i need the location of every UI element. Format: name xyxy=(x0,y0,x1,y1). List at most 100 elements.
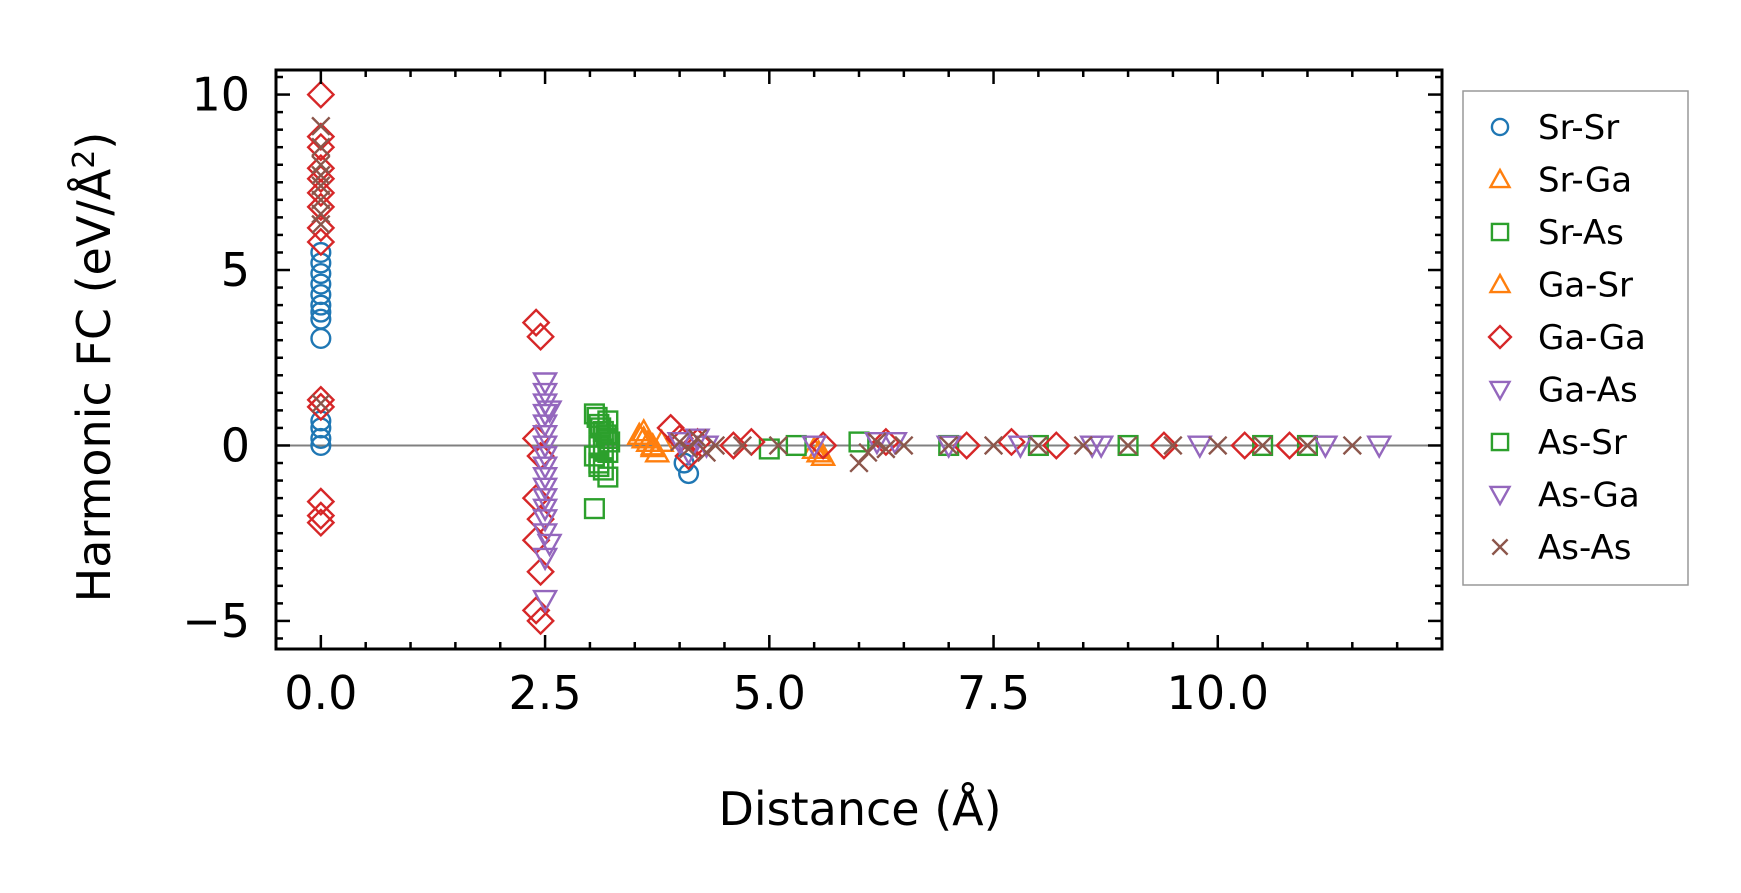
data-point-as-as xyxy=(1297,435,1318,456)
legend-label: Ga-Ga xyxy=(1538,318,1646,358)
data-point-ga-ga xyxy=(521,308,551,338)
data-point-sr-as xyxy=(785,434,807,457)
data-point-ga-ga xyxy=(306,501,336,531)
legend: Sr-Sr Sr-Ga Sr-As Ga-Sr Ga-Ga Ga-As As-Sr As-Ga… xyxy=(1462,90,1689,586)
data-point-sr-as xyxy=(1296,434,1319,457)
data-point-sr-sr xyxy=(310,294,332,316)
legend-label: Sr-Ga xyxy=(1538,161,1632,201)
plot-area xyxy=(274,68,1444,651)
legend-item: Ga-Ga xyxy=(1487,318,1646,358)
y-axis-title-superscript: 2 xyxy=(67,150,102,169)
data-point-sr-sr xyxy=(310,301,332,323)
data-point-ga-ga xyxy=(1041,431,1071,460)
data-point-as-ga xyxy=(536,533,563,558)
data-point-as-as xyxy=(1342,435,1362,456)
data-point-sr-as xyxy=(1117,434,1139,457)
data-point-ga-ga xyxy=(306,227,336,257)
data-point-ga-ga xyxy=(306,213,336,243)
legend-marker xyxy=(1487,324,1513,350)
x-tick-label: 5.0 xyxy=(733,666,806,720)
data-point-ga-as xyxy=(684,428,711,452)
data-point-ga-as xyxy=(1186,435,1213,459)
data-point-sr-as xyxy=(1252,434,1274,457)
data-point-ga-ga xyxy=(521,596,551,625)
y-ticks: −5 0 5 10 xyxy=(182,68,1442,648)
data-point-sr-sr xyxy=(310,327,332,349)
data-point-as-sr xyxy=(588,455,610,478)
data-point-ga-ga xyxy=(719,431,748,460)
legend-item: Ga-As xyxy=(1488,371,1638,411)
series-as-as xyxy=(311,116,1362,473)
data-point-ga-as xyxy=(935,435,962,459)
data-point-as-as xyxy=(311,137,331,157)
data-point-ga-sr xyxy=(630,417,657,442)
data-point-as-as xyxy=(1118,435,1138,456)
legend-marker xyxy=(1488,485,1512,507)
x-tick-label: 2.5 xyxy=(508,666,581,720)
legend-marker xyxy=(1488,167,1512,189)
data-point-sr-ga xyxy=(630,424,657,449)
y-axis-title: Harmonic FC (eV/Å2) xyxy=(67,132,121,603)
data-point-ga-ga xyxy=(526,557,555,587)
series-ga-as xyxy=(532,372,1393,614)
series-as-ga xyxy=(536,400,1339,558)
data-point-ga-ga xyxy=(526,606,555,636)
data-point-ga-ga xyxy=(526,322,555,352)
data-point-as-as xyxy=(894,435,914,456)
data-point-ga-as xyxy=(1007,435,1034,459)
data-point-ga-ga xyxy=(306,392,336,422)
data-point-sr-as xyxy=(848,431,870,453)
legend-label: Sr-Sr xyxy=(1538,108,1619,148)
data-point-ga-ga xyxy=(808,431,838,460)
data-point-ga-ga xyxy=(1230,431,1260,460)
legend-label: Ga-Sr xyxy=(1538,266,1633,306)
data-point-ga-ga xyxy=(306,132,336,162)
data-point-ga-ga xyxy=(306,192,336,222)
x-axis-title: Distance (Å) xyxy=(718,782,1001,836)
series-ga-ga xyxy=(306,80,1304,636)
data-point-sr-as xyxy=(758,438,780,460)
x-tick-label: 7.5 xyxy=(957,666,1030,720)
data-point-sr-sr xyxy=(310,434,332,457)
series-ga-sr xyxy=(630,417,666,456)
data-point-as-sr xyxy=(597,410,619,432)
data-point-as-as xyxy=(311,214,331,235)
legend-item: As-Sr xyxy=(1490,423,1627,463)
data-point-as-as xyxy=(1073,435,1093,456)
data-point-as-as xyxy=(867,432,887,452)
legend-marker xyxy=(1491,538,1509,556)
x-ticks: 0.0 2.5 5.0 7.5 10.0 xyxy=(274,70,1444,720)
legend-label: As-Sr xyxy=(1538,423,1627,463)
data-point-as-as xyxy=(939,435,959,456)
data-point-as-as xyxy=(768,435,788,456)
data-point-as-as xyxy=(1163,435,1183,456)
data-point-as-as xyxy=(732,435,753,456)
legend-marker xyxy=(1490,117,1510,137)
y-tick-label: 10 xyxy=(191,68,250,122)
legend-marker xyxy=(1488,380,1512,402)
data-point-as-as xyxy=(705,435,726,456)
legend-label: Sr-As xyxy=(1538,213,1624,253)
x-tick-label: 0.0 xyxy=(284,666,357,720)
legend-item: Sr-As xyxy=(1490,213,1624,253)
data-point-ga-ga xyxy=(306,385,336,415)
legend-label: As-As xyxy=(1538,528,1631,568)
legend-item: As-Ga xyxy=(1488,476,1640,516)
data-point-as-ga xyxy=(536,400,563,424)
legend-marker xyxy=(1490,222,1510,242)
data-point-as-as xyxy=(311,190,331,210)
data-point-ga-ga xyxy=(306,178,336,208)
data-point-as-ga xyxy=(1312,435,1339,459)
y-tick-label: −5 xyxy=(182,594,250,648)
data-point-ga-ga xyxy=(306,122,336,152)
data-point-as-as xyxy=(669,432,690,452)
data-point-sr-as xyxy=(1027,434,1049,457)
data-point-as-as xyxy=(696,442,717,463)
data-point-as-as xyxy=(311,393,331,414)
data-point-sr-ga xyxy=(810,442,837,466)
data-point-sr-as xyxy=(592,459,614,481)
data-point-as-as xyxy=(1028,435,1049,456)
data-point-ga-as xyxy=(532,509,559,533)
data-point-ga-ga xyxy=(737,427,766,457)
